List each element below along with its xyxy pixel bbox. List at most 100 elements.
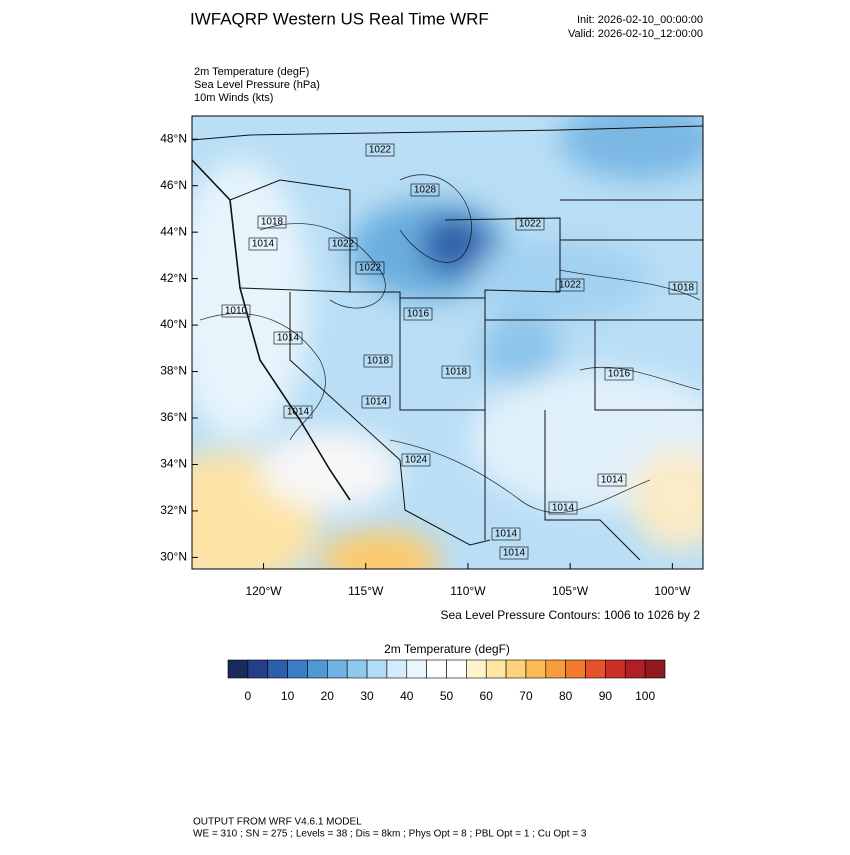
contour-label-box: [499, 546, 529, 560]
colorbar-box: [346, 659, 368, 679]
contour-label: 1022: [359, 263, 382, 274]
contour-label-box: [257, 215, 287, 229]
contour-label: 1018: [445, 367, 468, 378]
contour-label-box: [403, 307, 433, 321]
contour-label: 1016: [608, 369, 631, 380]
contour-label-box: [221, 304, 251, 318]
colorbar-box: [366, 659, 388, 679]
contour-label-box: [410, 183, 440, 197]
colorbar-label: 10: [281, 689, 295, 703]
contour-label-box: [328, 237, 358, 251]
contour-label: 1014: [287, 407, 310, 418]
contour-label: 1014: [601, 475, 624, 486]
contour-label-box: [548, 501, 578, 515]
contour-label: 1014: [365, 397, 388, 408]
colorbar-box: [426, 659, 447, 679]
contour-label-box: [668, 281, 698, 295]
field-label: 10m Winds (kts): [194, 92, 273, 104]
borders: [192, 125, 703, 561]
y-tick-label: 32°N: [160, 503, 187, 517]
colorbar-box: [287, 659, 308, 679]
contour-label-box: [355, 261, 385, 275]
y-tick-label: 30°N: [160, 550, 187, 564]
colorbar-box: [624, 659, 646, 679]
init-time: Init: 2026-02-10_00:00:00: [577, 14, 703, 26]
x-tick-label: 115°W: [348, 584, 384, 598]
colorbar-box: [466, 659, 487, 679]
colorbar-box: [485, 659, 507, 679]
x-tick-label: 120°W: [245, 584, 282, 598]
contour-label-box: [441, 365, 471, 379]
colorbar-box: [386, 659, 408, 679]
contour-label: 1010: [225, 306, 248, 317]
colorbar-label: 100: [635, 689, 655, 703]
contour-label-box: [273, 331, 303, 345]
colorbar-label: 0: [245, 689, 252, 703]
colorbar-label: 60: [480, 689, 494, 703]
colorbar-title: 2m Temperature (degF): [384, 642, 510, 656]
contour-label: 1014: [277, 333, 300, 344]
y-tick-label: 42°N: [160, 271, 187, 285]
contour-label-box: [365, 143, 395, 157]
colorbar-box: [585, 659, 606, 679]
contour-label: 1024: [405, 455, 428, 466]
y-tick-label: 36°N: [160, 410, 187, 424]
contour-label-box: [491, 527, 521, 541]
colorbar-label: 30: [360, 689, 374, 703]
title: IWFAQRP Western US Real Time WRF: [190, 9, 489, 28]
colorbar-box: [545, 659, 566, 679]
field-label: 2m Temperature (degF): [194, 66, 309, 78]
contour-note: Sea Level Pressure Contours: 1006 to 102…: [441, 608, 701, 622]
contour-label: 1016: [407, 309, 430, 320]
contour-label: 1014: [552, 503, 575, 514]
colorbar-box: [505, 659, 527, 679]
x-tick-label: 110°W: [450, 584, 486, 598]
field-label: Sea Level Pressure (hPa): [194, 79, 320, 91]
colorbar-box: [307, 659, 328, 679]
contour-label: 1022: [519, 219, 542, 230]
contour-label-box: [248, 237, 278, 251]
valid-time: Valid: 2026-02-10_12:00:00: [568, 28, 703, 40]
x-tick-label: 105°W: [552, 584, 589, 598]
colorbar-label: 50: [440, 689, 454, 703]
colorbar-box: [525, 659, 547, 679]
contour-label: 1022: [559, 280, 582, 291]
colorbar-box: [327, 659, 348, 679]
contour-label: 1014: [495, 529, 518, 540]
contour-label-box: [555, 278, 585, 292]
colorbar-label: 40: [400, 689, 414, 703]
contour-label-box: [597, 473, 627, 487]
y-tick-label: 46°N: [160, 178, 187, 192]
y-tick-label: 34°N: [160, 457, 187, 471]
colorbar-label: 70: [519, 689, 533, 703]
colorbar-label: 80: [559, 689, 573, 703]
colorbar-box: [644, 659, 666, 679]
temperature-field: [192, 116, 703, 569]
contour-label: 1014: [252, 239, 275, 250]
contour-label-box: [515, 217, 545, 231]
colorbar-label: 20: [321, 689, 335, 703]
colorbar-box: [446, 659, 467, 679]
colorbar-box: [247, 659, 269, 679]
y-tick-label: 48°N: [160, 131, 187, 145]
contour-label: 1018: [261, 217, 284, 228]
colorbar-label: 90: [599, 689, 613, 703]
map-frame: [191, 115, 704, 570]
contour-label: 1014: [503, 548, 526, 559]
contour-label: 1028: [414, 185, 437, 196]
footer-line: WE = 310 ; SN = 275 ; Levels = 38 ; Dis …: [193, 829, 587, 840]
y-tick-label: 38°N: [160, 364, 187, 378]
contour-label-box: [604, 367, 634, 381]
colorbar-box: [267, 659, 288, 679]
colorbar-box: [565, 659, 586, 679]
contour-label: 1022: [332, 239, 355, 250]
contour-label: 1022: [369, 145, 392, 156]
y-tick-label: 40°N: [160, 317, 187, 331]
y-tick-label: 44°N: [160, 224, 187, 238]
x-tick-label: 100°W: [654, 584, 691, 598]
contour-label-box: [401, 453, 431, 467]
contour-label: 1018: [367, 356, 390, 367]
colorbar-box: [605, 659, 626, 679]
